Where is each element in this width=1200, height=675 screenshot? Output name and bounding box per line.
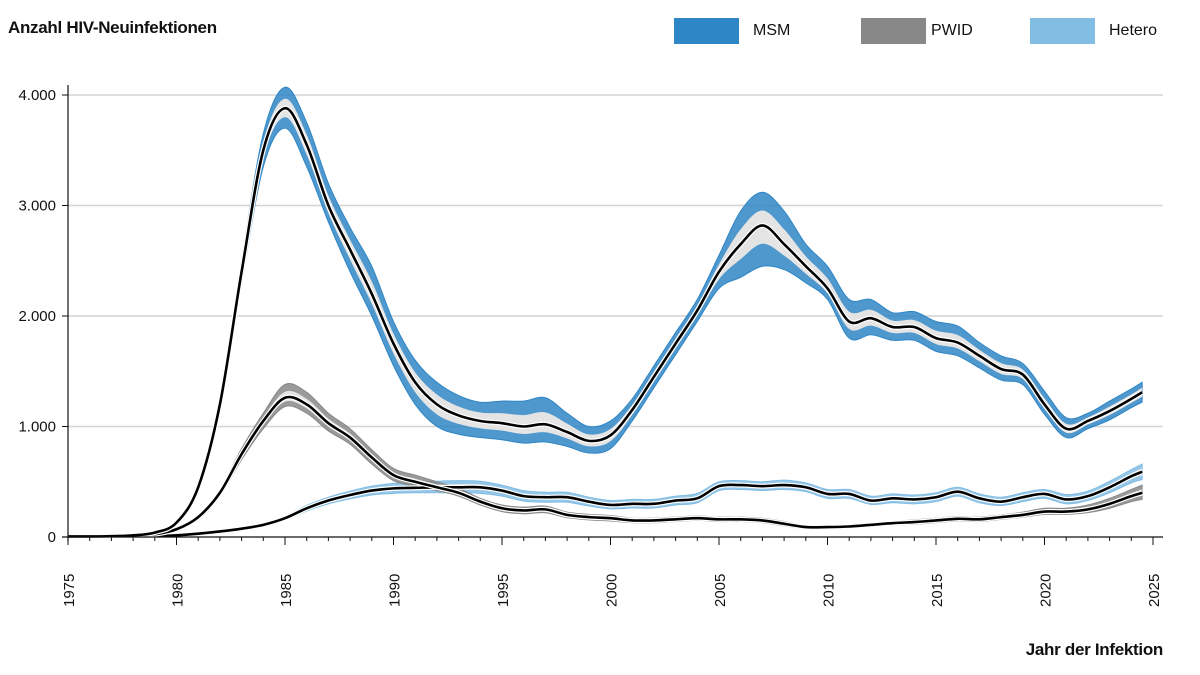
band-inner-msm [68, 98, 1143, 537]
x-tick-label: 2020 [1038, 574, 1055, 607]
band-outer-pwid [67, 383, 1143, 537]
chart-title: Anzahl HIV-Neuinfektionen [8, 18, 217, 37]
legend-item-msm: MSM [674, 18, 790, 44]
legend-label-pwid: PWID [931, 22, 973, 39]
line-msm [67, 106, 1143, 538]
legend-item-pwid: PWID [861, 18, 973, 44]
y-tick-label: 2.000 [18, 308, 56, 325]
x-tick-label: 2025 [1146, 574, 1163, 607]
line-hetero [67, 470, 1143, 539]
x-tick-label: 1990 [387, 574, 404, 607]
x-tick-label: 2000 [604, 574, 621, 607]
y-tick-label: 3.000 [18, 198, 56, 215]
line-pwid [67, 395, 1143, 538]
legend-swatch-hetero [1030, 18, 1095, 44]
x-tick-label: 2005 [712, 574, 729, 607]
y-tick-label: 1.000 [18, 419, 56, 436]
series-lines [67, 105, 1144, 540]
band-outer-msm [67, 86, 1143, 537]
x-tick-label: 2015 [929, 574, 946, 607]
x-tick-label: 1995 [495, 574, 512, 607]
y-tick-label: 0 [48, 529, 56, 546]
legend-label-msm: MSM [753, 22, 791, 39]
x-tick-label: 2010 [821, 574, 838, 607]
confidence-bands [67, 86, 1143, 538]
x-tick-label: 1980 [170, 574, 187, 607]
x-tick-label: 1975 [61, 574, 78, 607]
x-tick-label: 1985 [278, 574, 295, 607]
legend-item-hetero: Hetero [1030, 18, 1157, 44]
legend-swatch-pwid [861, 18, 926, 44]
x-axis-label: Jahr der Infektion [1025, 640, 1164, 659]
line-halo-pwid [67, 394, 1143, 539]
legend-swatch-msm [674, 18, 739, 44]
y-tick-label: 4.000 [18, 87, 56, 104]
legend-label-hetero: Hetero [1109, 22, 1158, 39]
axes: 0 1.000 2.000 3.000 4.000 1975 1980 1985 1990 199… [18, 85, 1163, 607]
